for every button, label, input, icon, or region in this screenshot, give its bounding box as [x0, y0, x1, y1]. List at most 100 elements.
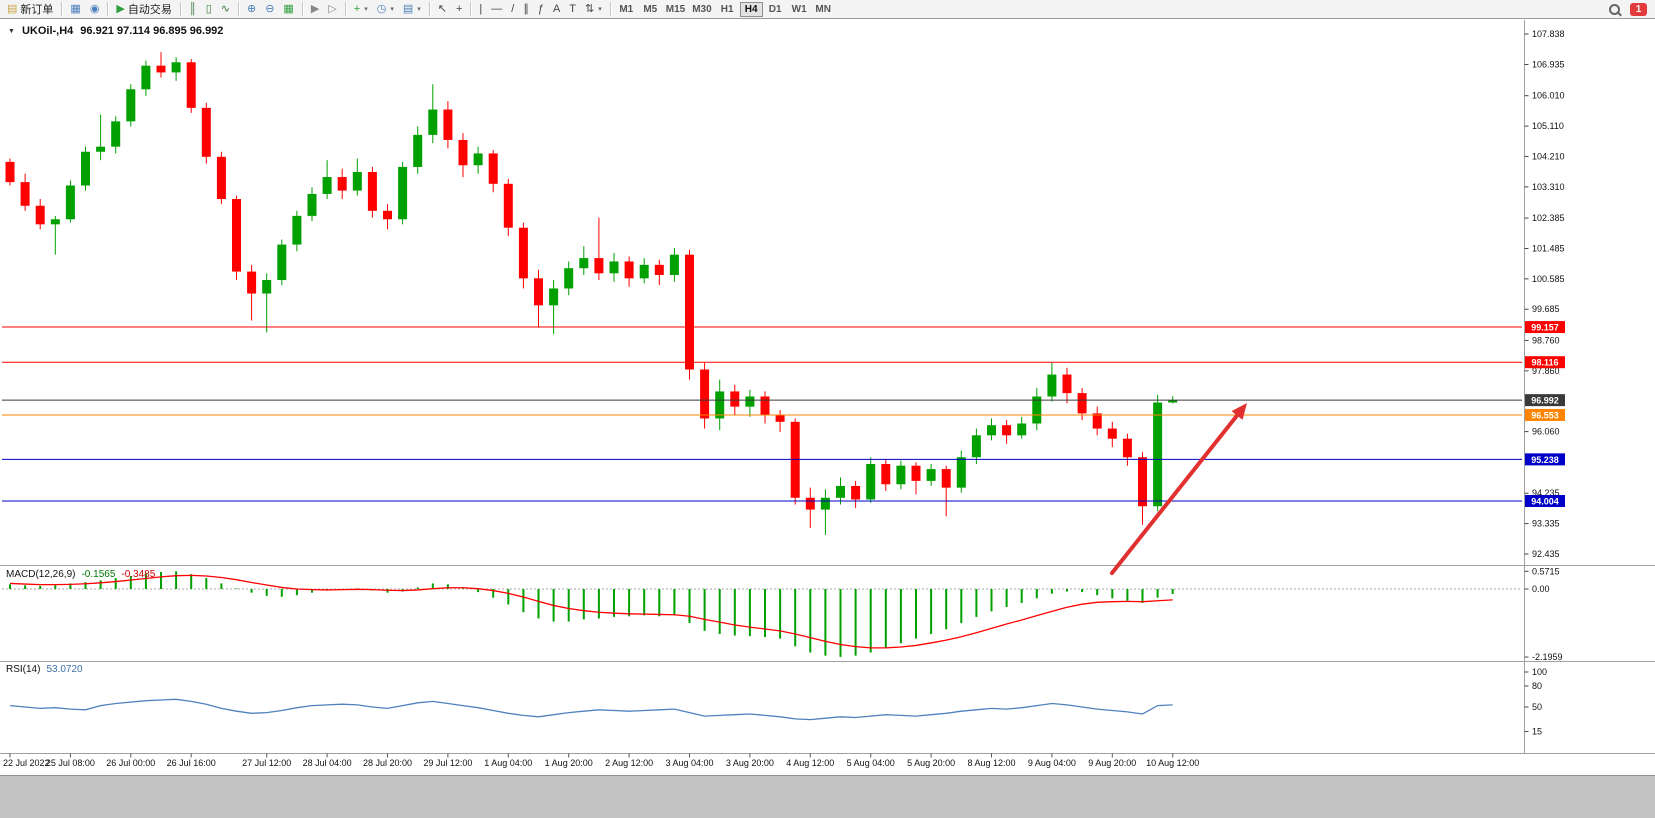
svg-text:22 Jul 2022: 22 Jul 2022 [3, 758, 50, 768]
auto-scroll-button[interactable]: ▶ [307, 1, 323, 18]
arrow-objects-icon: ⇅ [585, 2, 595, 15]
periods-button[interactable]: ◷ ▾ [373, 1, 398, 18]
svg-text:4 Aug 12:00: 4 Aug 12:00 [786, 758, 834, 768]
timeframe-m30-button[interactable]: M30 [689, 2, 714, 17]
price-axis-labels: 107.838 106.935 106.010 105.110 104.210 103.3… [1524, 29, 1565, 559]
profiles-button[interactable]: ◉ [86, 1, 104, 18]
svg-text:0.00: 0.00 [1532, 584, 1550, 594]
toolbar-separator [609, 2, 611, 16]
auto-trading-button-label: 自动交易 [127, 4, 172, 16]
new-order-button[interactable]: ▤ 新订单 [3, 1, 57, 18]
bottom-status-strip [0, 775, 1655, 818]
svg-text:92.435: 92.435 [1532, 549, 1560, 559]
svg-text:94.004: 94.004 [1531, 497, 1559, 507]
price-line-96.553[interactable]: 96.553 [2, 408, 1565, 421]
fibonacci-icon: ƒ [537, 2, 544, 15]
candlestick-icon: ▯ [205, 2, 212, 15]
toolbar-separator [179, 2, 181, 16]
timeframe-mn-button[interactable]: MN [812, 2, 835, 17]
timeframe-m15-button[interactable]: M15 [663, 2, 688, 17]
price-line-98.116[interactable]: 98.116 [2, 356, 1565, 369]
dropdown-arrow-icon: ▾ [598, 6, 602, 13]
line-chart-button[interactable]: ∿ [217, 1, 234, 18]
price-line-99.157[interactable]: 99.157 [2, 321, 1565, 334]
svg-text:15: 15 [1532, 727, 1542, 737]
ohlc-bars-icon: ║ [188, 2, 197, 15]
svg-text:9 Aug 20:00: 9 Aug 20:00 [1088, 758, 1136, 768]
zoom-out-button[interactable]: ⊖ [261, 1, 278, 18]
chart-canvas[interactable] [0, 20, 1522, 753]
price-axis[interactable] [1524, 20, 1655, 753]
candles-layer [5, 52, 1178, 535]
charts-button[interactable]: ▦ [66, 1, 84, 18]
svg-text:99.157: 99.157 [1531, 323, 1559, 333]
macd-pane: 0.5715 0.00 -2.1959 [2, 566, 1563, 662]
text-icon: A [552, 2, 561, 15]
tile-windows-button[interactable]: ▦ [279, 1, 297, 18]
chart-ohlc-values: 96.921 97.114 96.895 96.992 [80, 25, 224, 37]
svg-text:93.335: 93.335 [1532, 519, 1560, 529]
text-label-button[interactable]: T [565, 1, 580, 18]
notification-badge[interactable]: 1 [1630, 2, 1647, 16]
svg-text:104.210: 104.210 [1532, 151, 1565, 161]
svg-text:2 Aug 12:00: 2 Aug 12:00 [605, 758, 653, 768]
price-line-96.992[interactable]: 96.992 [2, 394, 1565, 407]
candlestick-button[interactable]: ▯ [202, 1, 216, 18]
svg-text:106.935: 106.935 [1532, 59, 1565, 69]
svg-text:98.760: 98.760 [1532, 335, 1560, 345]
arrows-button[interactable]: ⇅ ▾ [581, 1, 606, 18]
chart-menu-arrow-icon[interactable]: ▼ [8, 27, 15, 35]
text-button[interactable]: A [549, 1, 564, 18]
search-icon [1609, 3, 1620, 15]
timeframe-w1-button[interactable]: W1 [788, 2, 811, 17]
horizontal-line-button[interactable]: — [487, 1, 506, 18]
rsi-indicator-header: RSI(14) 53.0720 [6, 664, 83, 675]
equidistant-channel-icon: ∥ [523, 2, 529, 15]
svg-text:80: 80 [1532, 681, 1542, 691]
rsi-pane: 100 80 50 15 [9, 667, 1547, 737]
chart-symbol-title: UKOil-,H4 [21, 25, 74, 37]
svg-text:3 Aug 04:00: 3 Aug 04:00 [665, 758, 713, 768]
macd-main-value: -0.1565 [81, 569, 116, 580]
bar-chart-button[interactable]: ║ [185, 1, 201, 18]
rsi-value: 53.0720 [46, 664, 83, 675]
chart-shift-button[interactable]: ▷ [324, 1, 340, 18]
trendline-button[interactable]: / [507, 1, 518, 18]
templates-button[interactable]: ▤ ▾ [399, 1, 425, 18]
zoom-in-button[interactable]: ⊕ [243, 1, 260, 18]
time-axis[interactable] [0, 753, 1522, 775]
zoom-out-icon: ⊖ [265, 2, 275, 15]
cursor-button[interactable]: ↖ [434, 1, 451, 18]
new-order-button-label: 新订单 [20, 4, 54, 16]
timeframe-m5-button[interactable]: M5 [639, 2, 662, 17]
cursor-icon: ↖ [437, 2, 447, 15]
timeframe-h4-button[interactable]: H4 [739, 1, 763, 17]
macd-indicator-header: MACD(12,26,9) -0.1565 -0.3485 [6, 569, 155, 580]
search-button[interactable] [1605, 1, 1624, 18]
text-label-icon: T [569, 2, 577, 15]
svg-text:5 Aug 04:00: 5 Aug 04:00 [847, 758, 895, 768]
svg-text:100.585: 100.585 [1532, 274, 1565, 284]
svg-text:105.110: 105.110 [1532, 121, 1564, 131]
trend-arrow-annotation[interactable] [1110, 403, 1247, 575]
fibonacci-button[interactable]: ƒ [534, 1, 548, 18]
svg-text:106.010: 106.010 [1532, 91, 1565, 101]
dropdown-arrow-icon: ▾ [417, 6, 421, 13]
svg-text:28 Jul 20:00: 28 Jul 20:00 [363, 758, 412, 768]
toolbar-separator [237, 2, 239, 16]
auto-trading-button[interactable]: ▶ 自动交易 [112, 1, 175, 18]
svg-text:1 Aug 20:00: 1 Aug 20:00 [545, 758, 593, 768]
indicators-button[interactable]: + ▾ [350, 1, 372, 18]
timeframe-m1-button[interactable]: M1 [615, 2, 638, 17]
timeframe-h1-button[interactable]: H1 [716, 2, 739, 17]
svg-text:9 Aug 04:00: 9 Aug 04:00 [1028, 758, 1076, 768]
vertical-line-button[interactable]: | [475, 1, 486, 18]
svg-text:27 Jul 12:00: 27 Jul 12:00 [242, 758, 291, 768]
price-line-94.004[interactable]: 94.004 [2, 495, 1565, 508]
crosshair-button[interactable]: + [452, 1, 466, 18]
price-line-95.238[interactable]: 95.238 [2, 453, 1565, 466]
main-toolbar: ▤ 新订单 ▦ ◉ ▶ 自动交易 ║ ▯ ∿ ⊕ ⊖ ▦ ▶ ▷ + ▾ ◷ ▾ ▤ ▾ ↖ + | — / ∥ ƒ A T ⇅ ▾ M1 M5… [0, 0, 1655, 19]
channel-button[interactable]: ∥ [519, 1, 533, 18]
timeframe-d1-button[interactable]: D1 [764, 2, 787, 17]
